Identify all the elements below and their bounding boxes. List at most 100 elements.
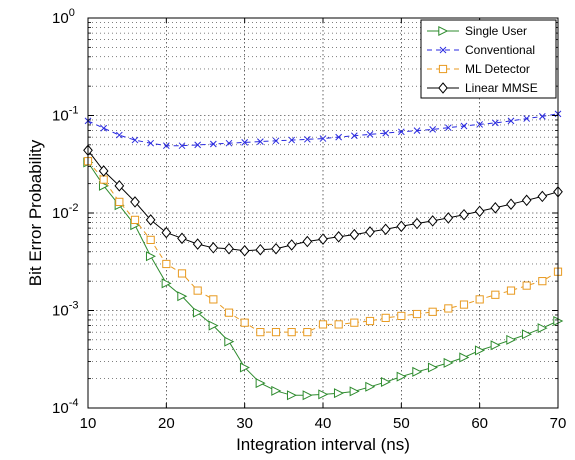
data-point-linear-mmse [365, 226, 375, 238]
data-point-single-user [412, 366, 423, 377]
data-point-ml-detector [538, 277, 547, 286]
data-point-linear-mmse [443, 212, 454, 224]
marker-stroke [288, 136, 296, 144]
marker-stroke [100, 124, 108, 132]
data-point-linear-mmse [521, 194, 532, 207]
data-point-conventional [225, 139, 233, 147]
data-point-linear-mmse [98, 165, 109, 177]
data-point-linear-mmse [145, 214, 156, 226]
marker-stroke [350, 132, 358, 140]
data-point-ml-detector [506, 286, 516, 295]
data-point-ml-detector [444, 304, 453, 313]
data-point-conventional [194, 141, 202, 149]
data-point-ml-detector [303, 328, 312, 337]
data-point-conventional [476, 121, 484, 128]
data-point-linear-mmse [302, 235, 313, 248]
data-point-single-user [177, 291, 188, 302]
data-point-conventional [303, 135, 311, 143]
data-point-conventional [382, 129, 390, 137]
legend-marker [439, 46, 447, 54]
data-point-single-user [161, 278, 172, 289]
series-linear-mmse [83, 144, 563, 257]
data-point-ml-detector [224, 308, 234, 317]
marker-stroke [335, 133, 343, 141]
data-point-ml-detector [475, 295, 484, 304]
marker-stroke [272, 137, 280, 145]
data-point-conventional [366, 131, 374, 138]
data-point-conventional [335, 133, 343, 141]
data-point-conventional [256, 138, 264, 145]
marker-stroke [147, 139, 155, 147]
data-point-linear-mmse [224, 242, 234, 255]
marker-stroke [476, 121, 484, 128]
data-point-ml-detector [240, 318, 249, 327]
y-tick-labels: 100 10-1 10-2 10-3 10-4 [52, 7, 78, 417]
legend: Single User Conventional ML Detector Linear… [420, 19, 557, 99]
data-point-single-user [459, 352, 470, 363]
series-ml-detector [83, 157, 563, 337]
data-point-conventional [444, 124, 452, 132]
data-point-single-user [349, 386, 360, 397]
x-tick-label: 20 [158, 415, 175, 432]
marker-stroke [131, 136, 139, 144]
data-point-conventional [288, 136, 296, 144]
data-point-linear-mmse [490, 202, 501, 214]
marker-stroke [225, 139, 233, 147]
x-axis-label: Integration interval (ns) [236, 435, 410, 454]
data-point-ml-detector [162, 259, 171, 269]
data-point-linear-mmse [255, 243, 266, 256]
legend-marker [438, 25, 449, 37]
marker-stroke [303, 135, 311, 143]
x-tick-label: 60 [471, 415, 488, 432]
marker-stroke [115, 131, 123, 139]
data-point-ml-detector [209, 295, 218, 304]
data-point-single-user [302, 390, 313, 401]
marker-stroke [523, 115, 531, 122]
series-conventional [84, 110, 562, 150]
x-tick-label: 40 [315, 415, 332, 432]
marker-stroke [319, 135, 327, 142]
data-point-ml-detector [193, 286, 202, 295]
legend-label: Conventional [465, 43, 535, 57]
data-point-ml-detector [350, 318, 359, 327]
data-point-ml-detector [99, 175, 108, 184]
data-point-conventional [350, 132, 358, 140]
data-point-ml-detector [428, 307, 437, 316]
data-point-conventional [209, 140, 217, 148]
marker-stroke [491, 119, 499, 127]
data-point-single-user [255, 378, 266, 389]
marker-stroke [538, 113, 546, 120]
data-point-linear-mmse [192, 238, 203, 250]
marker-stroke [241, 139, 249, 146]
data-point-linear-mmse [130, 196, 140, 208]
data-point-linear-mmse [396, 220, 407, 233]
data-point-single-user [98, 180, 109, 191]
data-point-conventional [523, 115, 531, 122]
x-tick-label: 30 [236, 415, 253, 432]
series-layer [83, 110, 564, 401]
data-point-linear-mmse [459, 208, 469, 221]
data-point-ml-detector [177, 269, 187, 278]
data-point-single-user [396, 371, 407, 382]
data-point-conventional [429, 126, 437, 133]
y-tick-label: 100 [52, 7, 75, 27]
data-point-conventional [272, 137, 280, 145]
data-point-single-user [192, 307, 203, 318]
marker-stroke [429, 126, 437, 133]
data-point-ml-detector [287, 328, 296, 337]
data-point-conventional [162, 142, 170, 150]
data-point-single-user [365, 381, 376, 392]
legend-item-linear-mmse: Linear MMSE [427, 81, 538, 95]
data-point-single-user [333, 388, 344, 399]
marker-stroke [209, 140, 217, 148]
data-point-single-user [474, 345, 485, 356]
data-point-ml-detector [146, 235, 155, 244]
legend-item-conventional: Conventional [427, 43, 535, 57]
marker-stroke [382, 129, 390, 137]
y-tick-label: 10-3 [52, 300, 78, 320]
data-point-linear-mmse [177, 232, 187, 245]
data-point-ml-detector [271, 328, 281, 337]
data-point-ml-detector [491, 290, 500, 299]
data-point-ml-detector [397, 311, 406, 321]
